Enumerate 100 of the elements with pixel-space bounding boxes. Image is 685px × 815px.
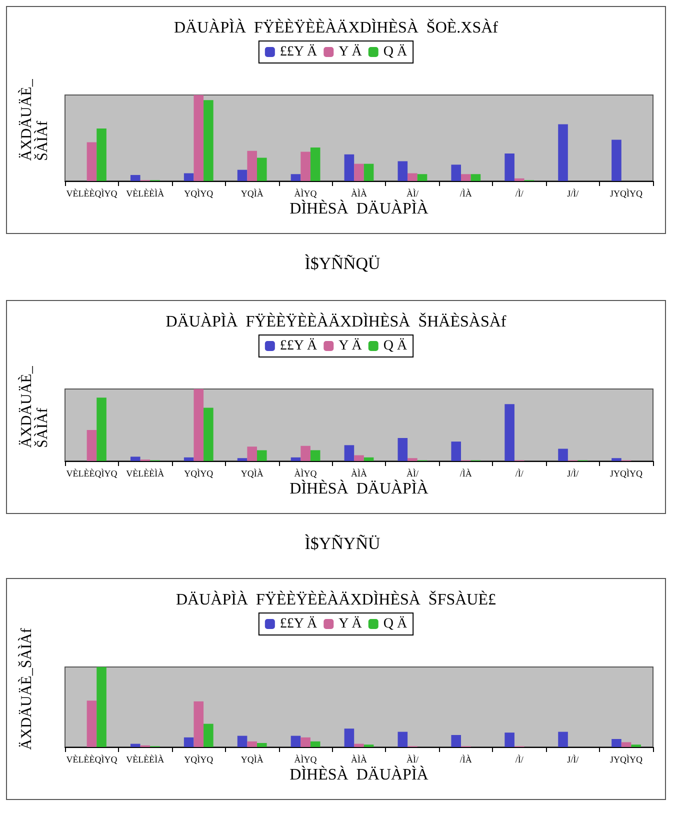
x-tick-label: ÀÌÀ <box>351 754 368 764</box>
bar <box>247 446 257 461</box>
bar <box>96 398 106 461</box>
bar <box>184 173 194 181</box>
x-tick-label: YQÌÀ <box>240 188 264 198</box>
x-tick-label: VÈLÈÈQÌYQ <box>66 754 118 764</box>
x-tick-label: /ÌÀ <box>460 188 472 198</box>
x-tick-label: /Ì/ <box>515 754 524 764</box>
y-axis-title: ÄXDÄUÄÈ_ ŠÀÌÀf <box>18 78 51 161</box>
bar <box>300 446 310 461</box>
chart-title: DÄUÀPÌÀ FŸÈÈŸÈÈÀÄXDÌHÈSÀ ŠFSÀUÈ£ <box>176 590 496 608</box>
legend-label: Q Ä <box>383 44 408 60</box>
x-tick-label: VÈLÈÈÌÀ <box>126 188 165 198</box>
bar <box>290 736 301 747</box>
bar <box>514 178 524 181</box>
bar <box>354 455 364 461</box>
bar <box>461 174 471 181</box>
bar <box>184 457 194 461</box>
bar <box>194 389 204 461</box>
bar <box>256 450 267 461</box>
y-axis-title: ÄXDÄUÄÈ_ŠÀÌÀf <box>18 628 35 750</box>
text: Ì$YÑYÑÜ <box>304 534 382 554</box>
bar <box>130 174 140 181</box>
bar <box>184 737 194 747</box>
bar <box>612 458 622 461</box>
x-axis-title: DÌHÈSÀ DÄUÀPÌÀ <box>290 480 429 498</box>
bar <box>96 128 106 181</box>
bar <box>621 742 632 747</box>
bar <box>310 741 320 747</box>
x-tick-label: J/Ì/ <box>567 754 580 764</box>
x-tick-label: J/Ì/ <box>567 188 580 198</box>
bar <box>204 724 214 747</box>
bar <box>398 161 408 181</box>
bar <box>86 700 97 747</box>
x-tick-label: VÈLÈÈÌÀ <box>126 468 165 478</box>
x-tick-label: VÈLÈÈÌÀ <box>126 754 165 764</box>
legend-label: Y Ä <box>338 44 363 60</box>
x-tick-label: /ÌÀ <box>460 754 472 764</box>
bar <box>417 174 428 181</box>
x-tick-label: YQÌYQ <box>184 188 214 198</box>
bar <box>504 153 514 181</box>
bar <box>130 744 140 747</box>
x-tick-label: /ÌÀ <box>460 468 472 478</box>
chart-title: DÄUÀPÌÀ FŸÈÈŸÈÈÀÄXDÌHÈSÀ ŠOÈ.XSÀf <box>174 18 499 36</box>
bar <box>194 95 204 181</box>
legend-label: ££Y Ä <box>280 338 318 354</box>
legend-label: ££Y Ä <box>280 44 318 60</box>
bar <box>451 735 462 747</box>
bar <box>290 174 301 181</box>
legend-label: Q Ä <box>383 338 408 354</box>
x-tick-label: ÀÌ/ <box>406 188 419 198</box>
bar <box>204 100 214 181</box>
bar <box>256 158 267 181</box>
bar <box>237 170 248 181</box>
x-tick-label: ÀÌÀ <box>351 188 368 198</box>
y-axis-title: ÄXDÄUÄÈ_ ŠÀÌÀf <box>18 366 51 448</box>
x-tick-label: JYQÌYQ <box>610 754 644 764</box>
bar <box>451 164 462 181</box>
bar <box>194 701 204 747</box>
bar <box>237 736 248 747</box>
text: Ì$YÑÑQÜ <box>304 254 382 274</box>
bar <box>364 164 374 181</box>
bar <box>451 442 462 461</box>
x-tick-label: ÀÌYQ <box>294 468 318 478</box>
bar <box>408 173 418 181</box>
bar <box>558 732 568 747</box>
bar <box>398 438 408 461</box>
bar <box>558 124 568 181</box>
x-tick-label: J/Ì/ <box>567 468 580 478</box>
bar <box>558 448 568 461</box>
legend-label: ££Y Ä <box>280 616 318 632</box>
bar <box>86 430 97 461</box>
legend-label: Q Ä <box>383 616 408 632</box>
bar <box>612 739 622 747</box>
legend-label: Y Ä <box>338 338 363 354</box>
bar <box>344 154 354 181</box>
bar <box>300 152 310 181</box>
bar <box>86 142 97 181</box>
bar <box>470 174 481 181</box>
x-axis-title: DÌHÈSÀ DÄUÀPÌÀ <box>290 766 429 784</box>
x-tick-label: ÀÌYQ <box>294 754 318 764</box>
bar <box>408 458 418 461</box>
bar <box>96 667 106 747</box>
bar <box>612 140 622 181</box>
bar <box>237 458 248 461</box>
legend-label: Y Ä <box>338 616 363 632</box>
bar <box>504 732 514 747</box>
bar <box>354 744 364 747</box>
x-tick-label: VÈLÈÈQÌYQ <box>66 188 118 198</box>
x-tick-label: YQÌÀ <box>240 754 264 764</box>
bar <box>204 408 214 461</box>
x-tick-label: /Ì/ <box>515 188 524 198</box>
x-tick-label: ÀÌÀ <box>351 468 368 478</box>
x-tick-label: YQÌYQ <box>184 468 214 478</box>
bar <box>247 150 257 181</box>
bar <box>247 741 257 747</box>
bar <box>504 404 514 461</box>
bar <box>130 456 140 461</box>
x-tick-label: JYQÌYQ <box>610 468 644 478</box>
bar <box>290 457 301 461</box>
